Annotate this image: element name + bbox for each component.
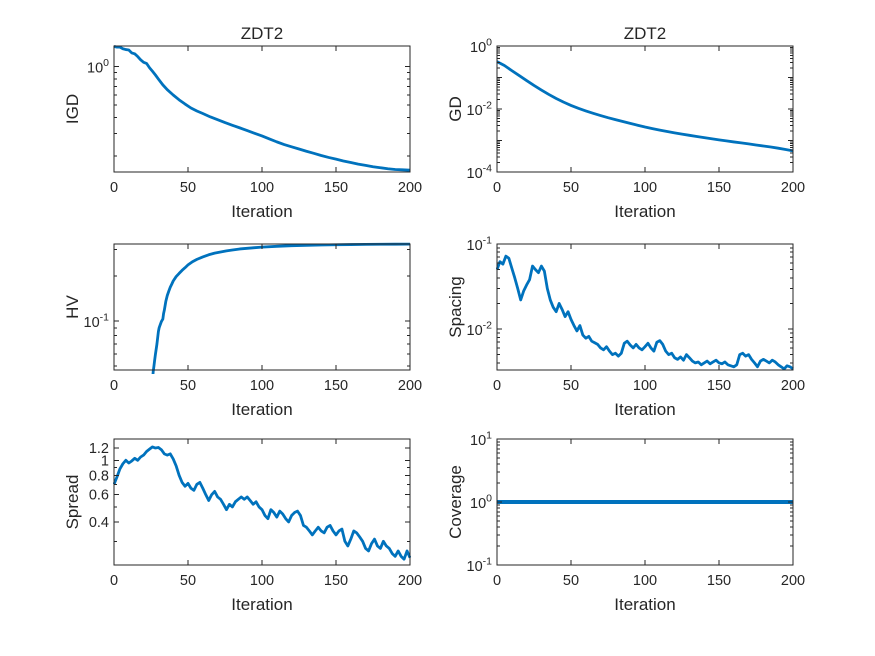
hv-series-line bbox=[151, 242, 411, 374]
gd-x-tick-label: 0 bbox=[493, 180, 501, 196]
spread-y-tick-label: 1.2 bbox=[89, 441, 109, 457]
hv-x-tick-label: 150 bbox=[324, 378, 348, 394]
coverage-ylabel: Coverage bbox=[446, 465, 465, 539]
hv-x-tick-label: 200 bbox=[398, 378, 422, 394]
gd-xlabel: Iteration bbox=[614, 202, 675, 221]
spacing-x-tick-label: 100 bbox=[633, 378, 657, 394]
spread-x-tick-label: 200 bbox=[398, 573, 422, 589]
igd-series-line bbox=[113, 45, 411, 172]
igd-x-tick-label: 150 bbox=[324, 180, 348, 196]
gd-major-ticks bbox=[496, 45, 794, 173]
spacing-x-tick-label: 50 bbox=[563, 378, 579, 394]
gd-series-line bbox=[496, 60, 794, 153]
hv-x-tick-label: 100 bbox=[250, 378, 274, 394]
spacing-major-ticks bbox=[496, 243, 794, 370]
gd-x-tick-label: 200 bbox=[781, 180, 805, 196]
spread-major-ticks bbox=[113, 439, 411, 565]
hv-x-tick-label: 0 bbox=[110, 378, 118, 394]
coverage-x-tick-label: 150 bbox=[707, 573, 731, 589]
igd-title: ZDT2 bbox=[241, 24, 284, 43]
spread-series-line bbox=[113, 445, 411, 561]
spread-ylabel: Spread bbox=[63, 475, 82, 530]
hv-xlabel: Iteration bbox=[231, 400, 292, 419]
subplot-spread: 0 50 100 150 200 1.210.8 0.6 0.4 Iteration Spread bbox=[63, 438, 422, 614]
hv-x-tick-label: 50 bbox=[180, 378, 196, 394]
gd-minor-ticks bbox=[497, 46, 793, 164]
spread-y-tick-label: 1 bbox=[101, 453, 109, 469]
igd-x-tick-label: 50 bbox=[180, 180, 196, 196]
gd-title: ZDT2 bbox=[624, 24, 667, 43]
igd-x-tick-label: 100 bbox=[250, 180, 274, 196]
gd-x-tick-label: 100 bbox=[633, 180, 657, 196]
coverage-xlabel: Iteration bbox=[614, 595, 675, 614]
gd-ylabel: GD bbox=[446, 96, 465, 122]
spacing-ylabel: Spacing bbox=[446, 276, 465, 337]
igd-x-tick-label: 200 bbox=[398, 180, 422, 196]
gd-x-tick-label: 150 bbox=[707, 180, 731, 196]
spacing-x-tick-label: 0 bbox=[493, 378, 501, 394]
coverage-minor-ticks bbox=[497, 441, 793, 547]
spacing-xlabel: Iteration bbox=[614, 400, 675, 419]
coverage-x-tick-label: 50 bbox=[563, 573, 579, 589]
spread-xlabel: Iteration bbox=[231, 595, 292, 614]
igd-x-tick-label: 0 bbox=[110, 180, 118, 196]
spread-minor-ticks bbox=[114, 466, 410, 542]
hv-minor-ticks bbox=[114, 249, 410, 367]
igd-minor-ticks bbox=[114, 71, 410, 157]
spread-x-tick-label: 50 bbox=[180, 573, 196, 589]
spread-x-tick-label: 0 bbox=[110, 573, 118, 589]
coverage-x-tick-label: 0 bbox=[493, 573, 501, 589]
spacing-x-tick-label: 150 bbox=[707, 378, 731, 394]
igd-major-ticks bbox=[113, 46, 411, 172]
coverage-x-tick-label: 100 bbox=[633, 573, 657, 589]
spread-y-tick-label: 0.8 bbox=[89, 468, 109, 484]
gd-x-tick-label: 50 bbox=[563, 180, 579, 196]
spacing-x-tick-label: 200 bbox=[781, 378, 805, 394]
spread-x-tick-label: 100 bbox=[250, 573, 274, 589]
igd-ylabel: IGD bbox=[63, 94, 82, 124]
coverage-x-tick-label: 200 bbox=[781, 573, 805, 589]
hv-ylabel: HV bbox=[63, 295, 82, 319]
spread-y-tick-label: 0.4 bbox=[89, 515, 109, 531]
spacing-minor-ticks bbox=[497, 247, 793, 364]
spread-x-tick-label: 150 bbox=[324, 573, 348, 589]
spread-y-tick-label: 0.6 bbox=[89, 488, 109, 504]
spacing-series-line bbox=[496, 254, 794, 371]
igd-xlabel: Iteration bbox=[231, 202, 292, 221]
hv-major-ticks bbox=[113, 244, 411, 370]
